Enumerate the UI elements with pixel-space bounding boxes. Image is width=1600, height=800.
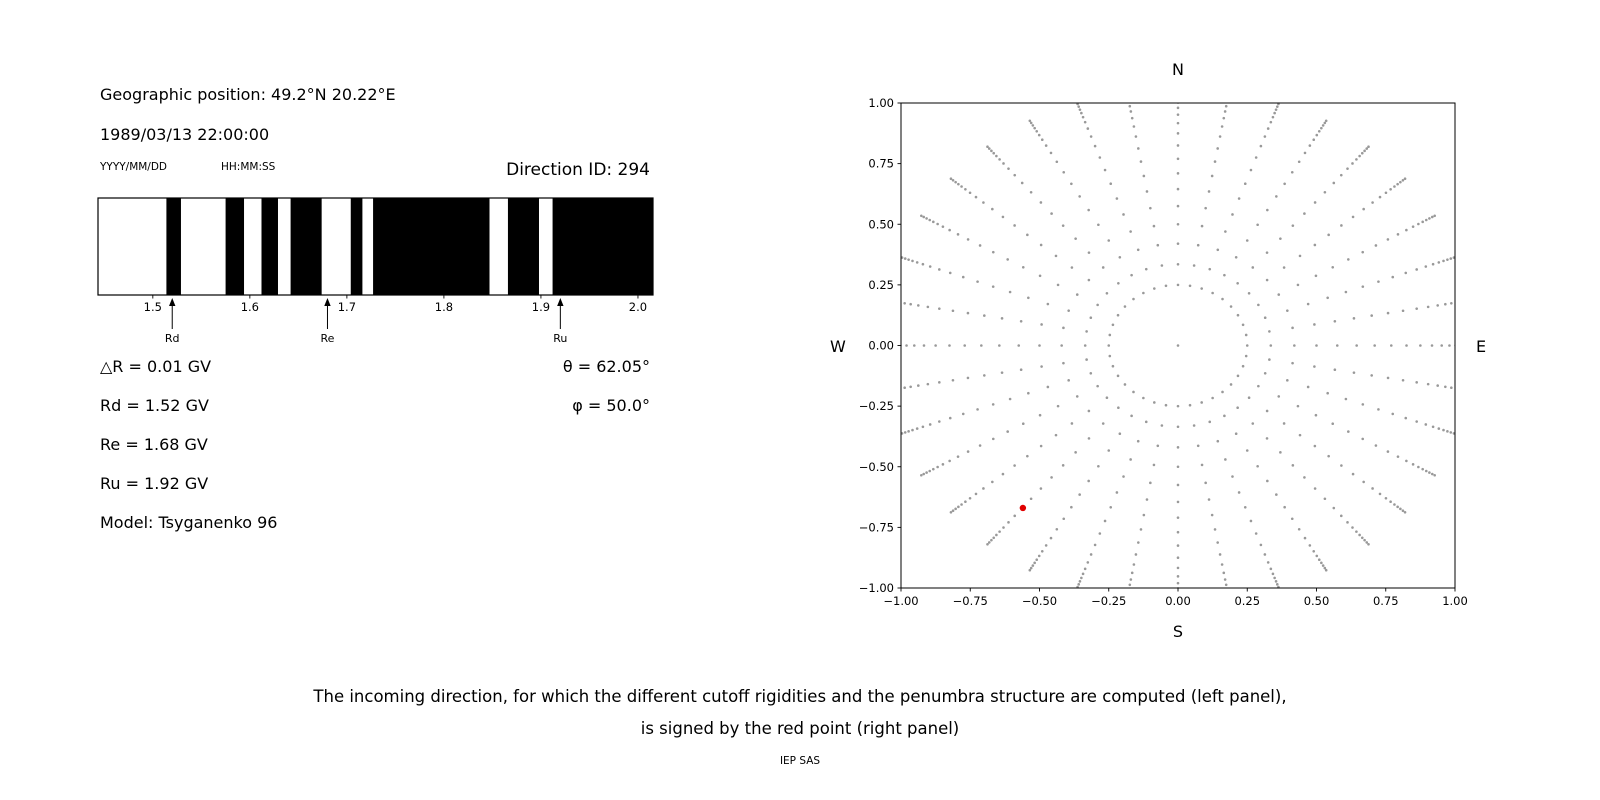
svg-text:1.9: 1.9: [532, 300, 550, 314]
caption-line-2: is signed by the red point (right panel): [640, 719, 960, 738]
compass-west-label: W: [830, 337, 846, 356]
svg-text:−0.50: −0.50: [1022, 594, 1057, 608]
caption-line-1: The incoming direction, for which the di…: [313, 687, 1287, 706]
svg-text:−0.50: −0.50: [859, 460, 894, 474]
penumbra-bars: [98, 198, 653, 295]
y-axis-ticks: −1.00 −0.75 −0.50 −0.25 0.00 0.25 0.50 0.75 1.00: [859, 96, 901, 595]
svg-text:Re: Re: [321, 332, 335, 345]
svg-text:−0.75: −0.75: [859, 520, 894, 534]
svg-text:2.0: 2.0: [629, 300, 647, 314]
compass-south-label: S: [1172, 622, 1184, 641]
time-format-hint: HH:MM:SS: [221, 161, 276, 173]
svg-text:0.00: 0.00: [868, 339, 894, 353]
direction-plot: −1.00 −0.75 −0.50 −0.25 0.00 0.25 0.50 0.75 1.00…: [859, 96, 1468, 608]
penumbra-frame: [97, 197, 654, 296]
penumbra-axis-ticks: 1.5 1.6 1.7 1.8 1.9 2.0: [144, 295, 647, 314]
rd-value: Rd = 1.52 GV: [100, 396, 209, 415]
x-axis-ticks: −1.00 −0.75 −0.50 −0.25 0.00 0.25 0.50 0.75 1.00: [883, 588, 1468, 608]
svg-text:−0.25: −0.25: [859, 399, 894, 413]
svg-text:0.50: 0.50: [1304, 594, 1330, 608]
ru-value: Ru = 1.92 GV: [100, 474, 209, 493]
svg-text:1.7: 1.7: [338, 300, 356, 314]
delta-r-value: △R = 0.01 GV: [100, 357, 212, 376]
credit-text: IEP SAS: [779, 755, 821, 767]
svg-text:0.75: 0.75: [868, 157, 894, 171]
direction-grid-points: [901, 103, 1455, 588]
direction-id-text: Direction ID: 294: [506, 160, 650, 180]
red-point: [1019, 504, 1027, 512]
datetime-text: 1989/03/13 22:00:00: [100, 125, 270, 144]
geo-position-text: Geographic position: 49.2°N 20.22°E: [100, 85, 396, 104]
svg-text:Ru: Ru: [553, 332, 567, 345]
date-format-hint: YYYY/MM/DD: [100, 161, 168, 173]
theta-value: θ = 62.05°: [562, 357, 650, 376]
svg-text:−1.00: −1.00: [859, 581, 894, 595]
compass-east-label: E: [1476, 337, 1487, 356]
svg-text:1.8: 1.8: [435, 300, 453, 314]
svg-text:1.6: 1.6: [241, 300, 259, 314]
svg-text:−0.75: −0.75: [953, 594, 988, 608]
svg-text:−1.00: −1.00: [883, 594, 918, 608]
compass-north-label: N: [1172, 60, 1184, 79]
svg-text:0.50: 0.50: [868, 217, 894, 231]
svg-text:1.00: 1.00: [1442, 594, 1468, 608]
svg-text:Rd: Rd: [165, 332, 180, 345]
svg-text:−0.25: −0.25: [1091, 594, 1126, 608]
model-value: Model: Tsyganenko 96: [100, 513, 278, 532]
svg-text:1.5: 1.5: [144, 300, 162, 314]
penumbra-chart: 1.5 1.6 1.7 1.8 1.9 2.0 Rd Re Ru: [97, 197, 654, 345]
svg-text:0.75: 0.75: [1373, 594, 1399, 608]
re-value: Re = 1.68 GV: [100, 435, 208, 454]
svg-text:1.00: 1.00: [868, 96, 894, 110]
svg-text:0.25: 0.25: [1234, 594, 1260, 608]
svg-text:0.25: 0.25: [868, 278, 894, 292]
phi-value: φ = 50.0°: [572, 396, 650, 415]
svg-text:0.00: 0.00: [1165, 594, 1191, 608]
cutoff-markers: Rd Re Ru: [165, 298, 567, 345]
